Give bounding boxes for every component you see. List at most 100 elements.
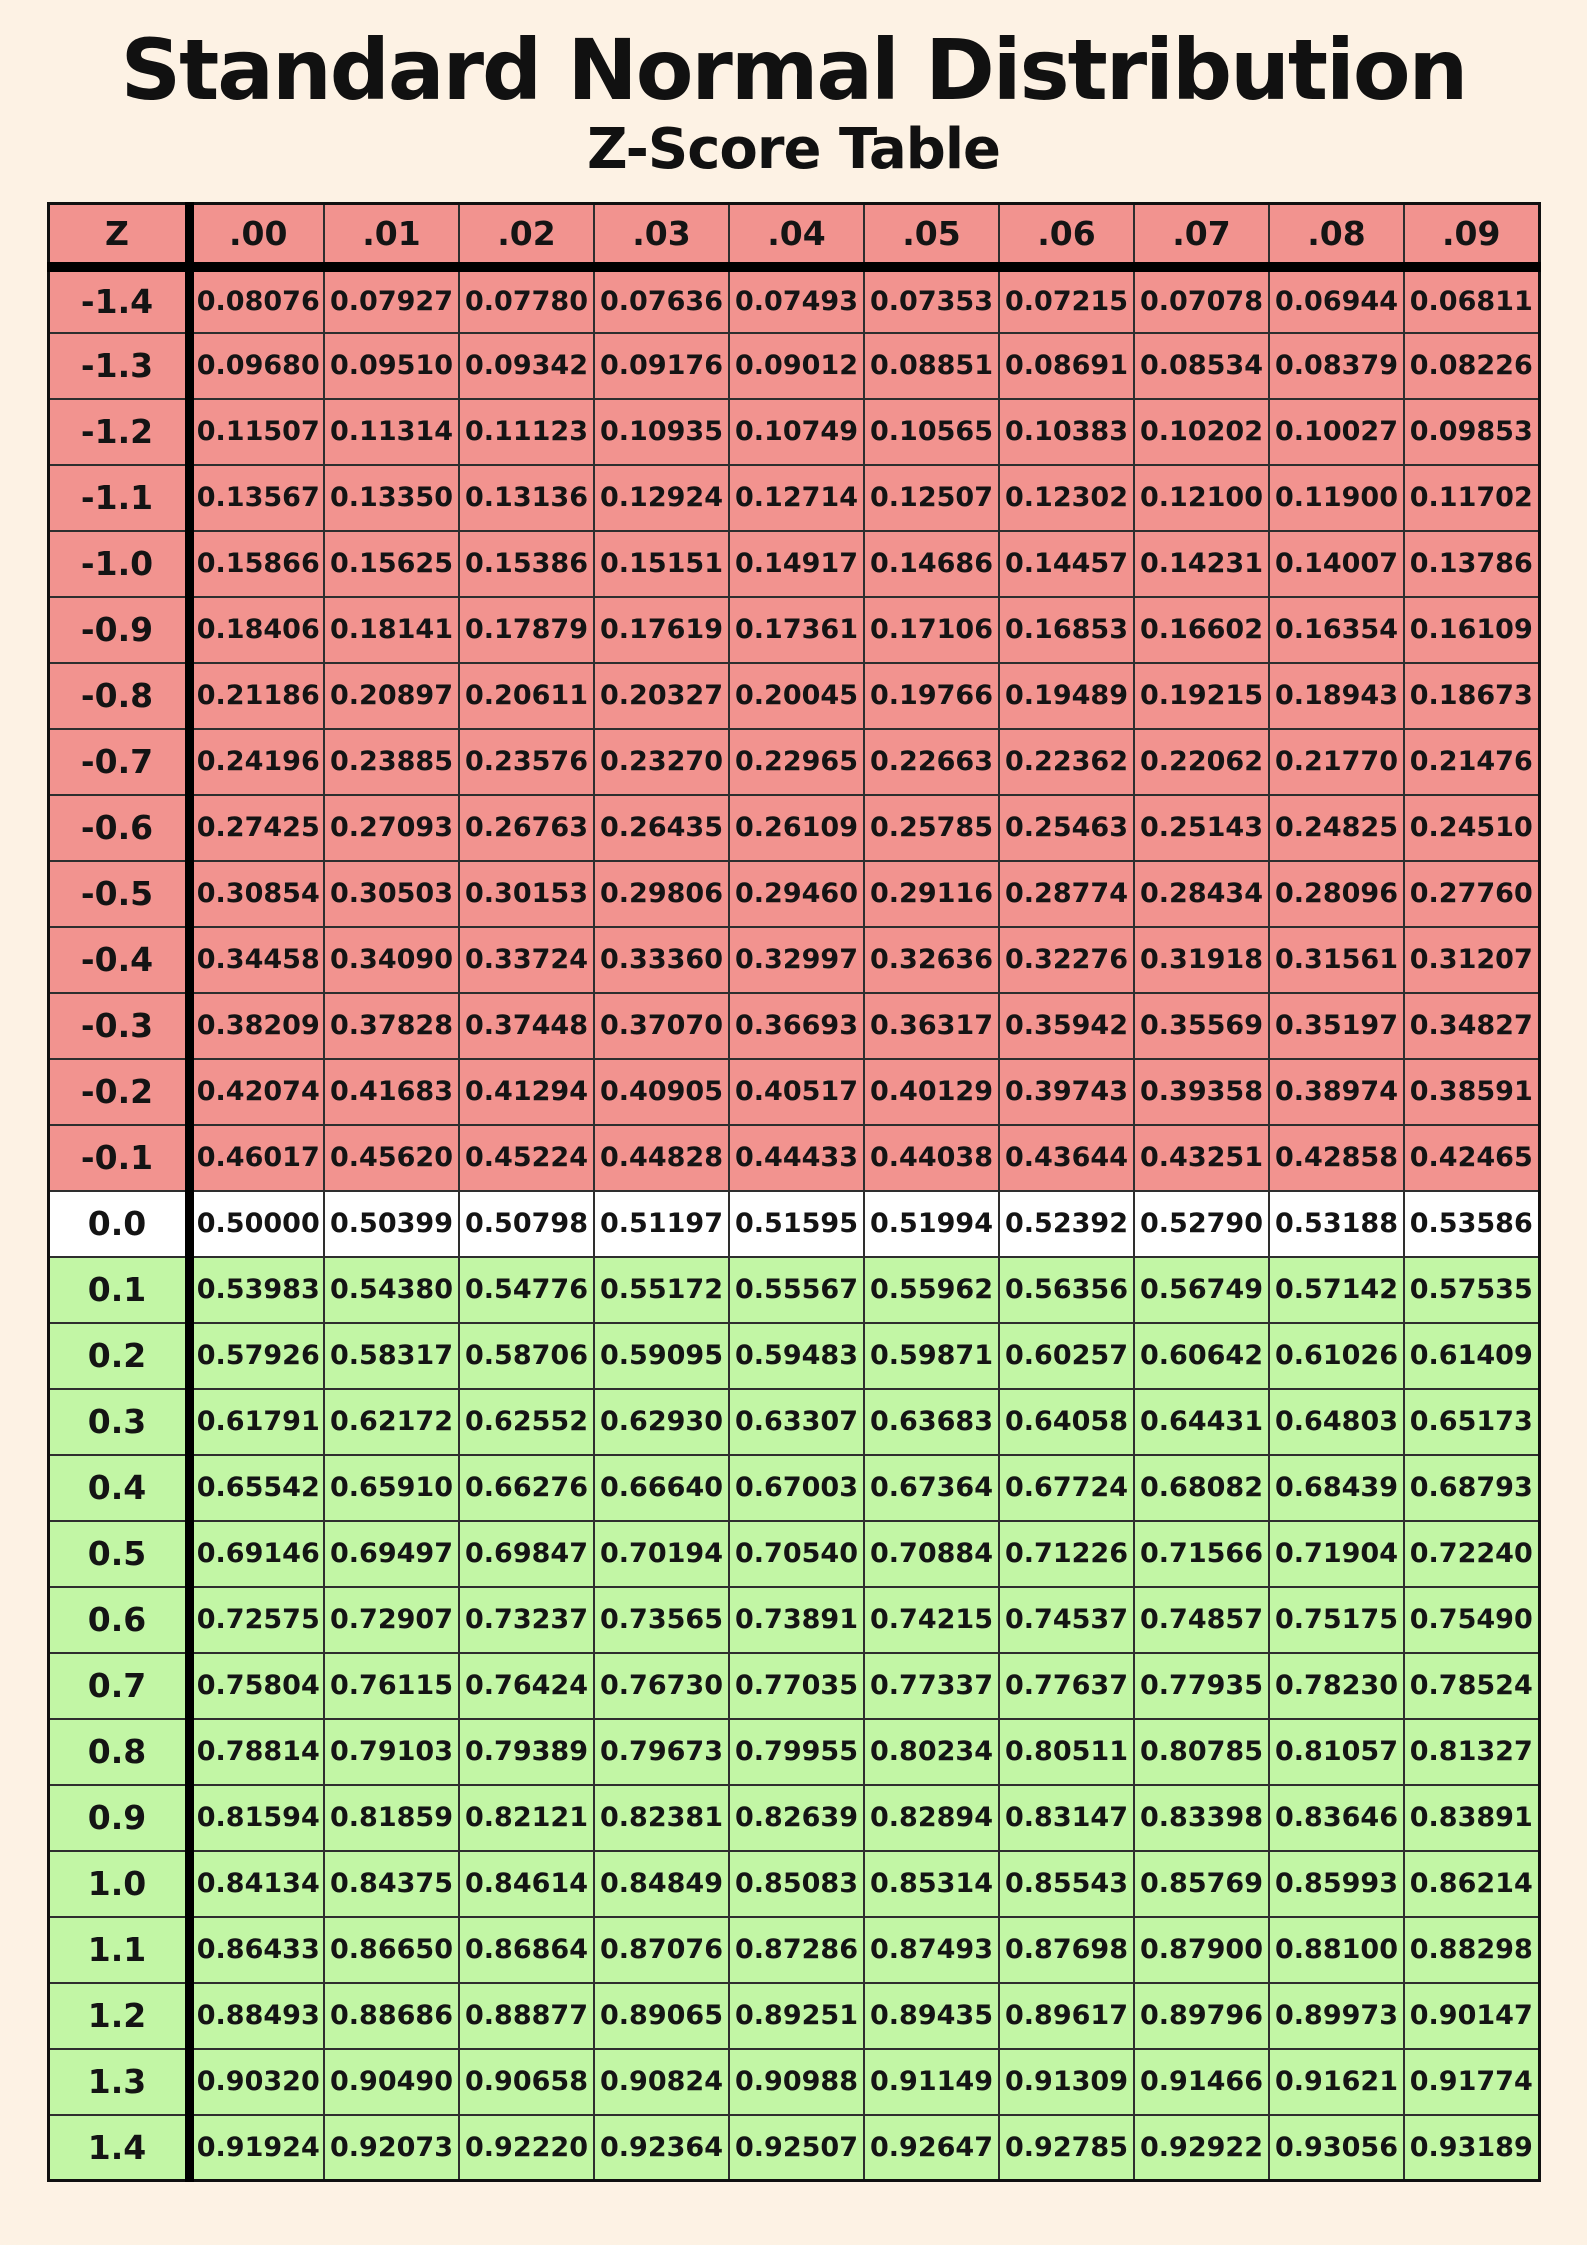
z-value-cell: 0.18141	[323, 595, 460, 664]
z-value-cell: 0.50399	[323, 1189, 460, 1258]
z-value-cell: 0.89796	[1133, 1981, 1270, 2050]
z-value-cell: 0.70194	[593, 1519, 730, 1588]
table-row: 1.1 0.86433 0.86650 0.86864 0.87076 0.87286 0.…	[47, 1915, 1540, 1984]
z-value-cell: 0.87286	[728, 1915, 865, 1984]
z-value-cell: 0.20897	[323, 661, 460, 730]
z-row-label: -1.1	[47, 463, 194, 532]
z-value-cell: 0.71226	[998, 1519, 1135, 1588]
z-value-cell: 0.45620	[323, 1123, 460, 1192]
z-value-cell: 0.87493	[863, 1915, 1000, 1984]
z-row-label: 1.2	[47, 1981, 194, 2050]
z-value-cell: 0.56356	[998, 1255, 1135, 1324]
z-value-cell: 0.61409	[1403, 1321, 1540, 1390]
z-value-cell: 0.58317	[323, 1321, 460, 1390]
z-row-label: -0.7	[47, 727, 194, 796]
z-value-cell: 0.72240	[1403, 1519, 1540, 1588]
z-value-cell: 0.33360	[593, 925, 730, 994]
z-value-cell: 0.29806	[593, 859, 730, 928]
z-value-cell: 0.89973	[1268, 1981, 1405, 2050]
z-value-cell: 0.59483	[728, 1321, 865, 1390]
z-value-cell: 0.86433	[188, 1915, 325, 1984]
z-value-cell: 0.23576	[458, 727, 595, 796]
z-value-cell: 0.32636	[863, 925, 1000, 994]
z-value-cell: 0.88493	[188, 1981, 325, 2050]
z-value-cell: 0.79389	[458, 1717, 595, 1786]
z-value-cell: 0.90824	[593, 2047, 730, 2116]
z-value-cell: 0.63307	[728, 1387, 865, 1456]
table-row: 1.4 0.91924 0.92073 0.92220 0.92364 0.92507 0.…	[47, 2113, 1540, 2182]
z-value-cell: 0.16602	[1133, 595, 1270, 664]
z-value-cell: 0.13136	[458, 463, 595, 532]
z-value-cell: 0.36317	[863, 991, 1000, 1060]
z-value-cell: 0.38591	[1403, 1057, 1540, 1126]
z-value-cell: 0.29116	[863, 859, 1000, 928]
z-row-label: 1.4	[47, 2113, 194, 2182]
column-header: .03	[593, 202, 730, 272]
z-value-cell: 0.62172	[323, 1387, 460, 1456]
z-value-cell: 0.21186	[188, 661, 325, 730]
table-row: 0.9 0.81594 0.81859 0.82121 0.82381 0.82639 0.…	[47, 1783, 1540, 1852]
z-value-cell: 0.22062	[1133, 727, 1270, 796]
z-value-cell: 0.93056	[1268, 2113, 1405, 2182]
z-row-label: 0.6	[47, 1585, 194, 1654]
z-value-cell: 0.17106	[863, 595, 1000, 664]
z-value-cell: 0.09853	[1403, 397, 1540, 466]
column-header: .07	[1133, 202, 1270, 272]
z-value-cell: 0.12924	[593, 463, 730, 532]
z-value-cell: 0.69146	[188, 1519, 325, 1588]
table-row: -0.1 0.46017 0.45620 0.45224 0.44828 0.44433 0…	[47, 1123, 1540, 1192]
z-value-cell: 0.15386	[458, 529, 595, 598]
z-value-cell: 0.88877	[458, 1981, 595, 2050]
z-value-cell: 0.25143	[1133, 793, 1270, 862]
z-value-cell: 0.73565	[593, 1585, 730, 1654]
z-value-cell: 0.89617	[998, 1981, 1135, 2050]
z-value-cell: 0.55962	[863, 1255, 1000, 1324]
z-value-cell: 0.30854	[188, 859, 325, 928]
z-value-cell: 0.87076	[593, 1915, 730, 1984]
z-value-cell: 0.44038	[863, 1123, 1000, 1192]
z-value-cell: 0.67724	[998, 1453, 1135, 1522]
z-value-cell: 0.23885	[323, 727, 460, 796]
z-value-cell: 0.06944	[1268, 265, 1405, 334]
z-value-cell: 0.85993	[1268, 1849, 1405, 1918]
column-header: .02	[458, 202, 595, 272]
z-value-cell: 0.74857	[1133, 1585, 1270, 1654]
z-value-cell: 0.66640	[593, 1453, 730, 1522]
z-value-cell: 0.07215	[998, 265, 1135, 334]
z-value-cell: 0.54380	[323, 1255, 460, 1324]
z-value-cell: 0.67003	[728, 1453, 865, 1522]
z-value-cell: 0.92364	[593, 2113, 730, 2182]
table-row: 1.0 0.84134 0.84375 0.84614 0.84849 0.85083 0.…	[47, 1849, 1540, 1918]
header-row: Z .00.01.02.03.04.05.06.07.08.09	[47, 202, 1540, 272]
z-value-cell: 0.14231	[1133, 529, 1270, 598]
z-value-cell: 0.07927	[323, 265, 460, 334]
z-value-cell: 0.82381	[593, 1783, 730, 1852]
z-value-cell: 0.71566	[1133, 1519, 1270, 1588]
z-value-cell: 0.27093	[323, 793, 460, 862]
z-value-cell: 0.61791	[188, 1387, 325, 1456]
z-value-cell: 0.88686	[323, 1981, 460, 2050]
z-value-cell: 0.18943	[1268, 661, 1405, 730]
z-value-cell: 0.56749	[1133, 1255, 1270, 1324]
z-value-cell: 0.64803	[1268, 1387, 1405, 1456]
z-value-cell: 0.92647	[863, 2113, 1000, 2182]
z-value-cell: 0.33724	[458, 925, 595, 994]
z-value-cell: 0.10935	[593, 397, 730, 466]
z-value-cell: 0.35942	[998, 991, 1135, 1060]
z-value-cell: 0.29460	[728, 859, 865, 928]
z-value-cell: 0.62552	[458, 1387, 595, 1456]
z-value-cell: 0.52392	[998, 1189, 1135, 1258]
table-row: 0.4 0.65542 0.65910 0.66276 0.66640 0.67003 0.…	[47, 1453, 1540, 1522]
z-value-cell: 0.22965	[728, 727, 865, 796]
z-value-cell: 0.08534	[1133, 331, 1270, 400]
z-value-cell: 0.18406	[188, 595, 325, 664]
z-value-cell: 0.16109	[1403, 595, 1540, 664]
z-row-label: -0.8	[47, 661, 194, 730]
z-value-cell: 0.93189	[1403, 2113, 1540, 2182]
z-value-cell: 0.11507	[188, 397, 325, 466]
z-value-cell: 0.86650	[323, 1915, 460, 1984]
z-value-cell: 0.85314	[863, 1849, 1000, 1918]
z-value-cell: 0.76424	[458, 1651, 595, 1720]
z-row-label: 1.3	[47, 2047, 194, 2116]
z-value-cell: 0.30153	[458, 859, 595, 928]
